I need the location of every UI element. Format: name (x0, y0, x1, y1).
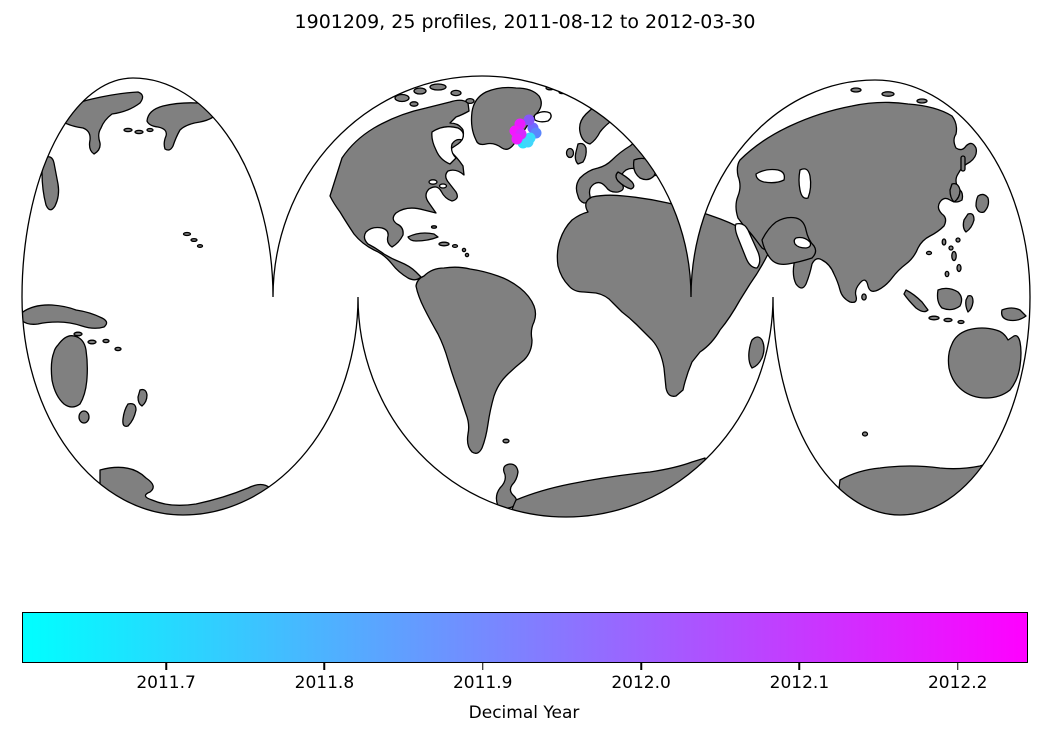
colorbar-tick: 2012.2 (928, 662, 987, 693)
land-tasmania (78, 410, 90, 424)
colorbar-tick: 2011.9 (453, 662, 512, 693)
tick-mark (481, 662, 484, 670)
profile-cluster (509, 114, 542, 149)
land-british-isles (565, 142, 587, 165)
tick-label: 2012.2 (927, 673, 988, 693)
land-sri-lanka (861, 293, 867, 301)
black-sea (755, 168, 786, 184)
tick-mark (798, 662, 801, 670)
tick-label: 2011.9 (452, 673, 513, 693)
land-australia (947, 327, 1022, 399)
colorbar-gradient (22, 612, 1028, 663)
tick-label: 2011.7 (136, 673, 196, 693)
melanesia-islands (73, 331, 122, 352)
tick-label: 2012.0 (611, 673, 671, 693)
colorbar-axis-label: Decimal Year (468, 703, 580, 723)
persian-gulf (793, 236, 812, 249)
land-italy (615, 171, 635, 190)
great-lakes (428, 179, 448, 189)
arctic-islands-right (850, 87, 928, 104)
colorbar-ticks: 2011.7 2011.8 2011.9 2012.0 2012.1 2012.2 (22, 662, 1029, 702)
red-sea (734, 222, 761, 269)
land-iceland (533, 111, 552, 123)
caribbean-islands (407, 225, 470, 258)
land-arabia (761, 216, 817, 266)
figure-title: 1901209, 25 profiles, 2011-08-12 to 2012… (294, 11, 756, 33)
falkland-islands (502, 438, 510, 444)
aleutian-islands (123, 127, 154, 135)
canadian-arctic-islands (394, 83, 475, 107)
map-boundary (21, 75, 1031, 518)
land-madagascar (748, 336, 765, 369)
hawaii-islands (182, 231, 204, 248)
land-antarctica-right (831, 459, 999, 517)
land-antarctica-middle (495, 457, 706, 517)
caspian-sea (798, 168, 812, 199)
tick-label: 2011.8 (294, 673, 355, 693)
land-south-america (415, 266, 537, 454)
world-map (21, 75, 1031, 518)
tick-mark (956, 662, 959, 670)
colorbar-tick: 2012.0 (611, 662, 671, 693)
land-australia-east (50, 335, 88, 408)
land-new-guinea-east (22, 304, 108, 329)
profile-point (522, 136, 534, 148)
land-alaska (146, 102, 219, 151)
land-asia (735, 101, 978, 304)
tick-label: 2012.1 (769, 673, 830, 693)
kerguelen-island (861, 431, 869, 437)
profile-point (511, 133, 523, 145)
land-siberia (59, 91, 144, 155)
southeast-asia-islands (903, 238, 1027, 325)
colorbar-tick: 2012.1 (770, 662, 829, 693)
tick-mark (323, 662, 326, 670)
tick-mark (165, 662, 167, 670)
land-antarctica-left (99, 466, 275, 517)
tick-mark (640, 662, 642, 670)
colorbar-tick: 2011.8 (295, 662, 354, 693)
profile-point (523, 114, 535, 126)
land-japan-korea (948, 155, 990, 251)
land-new-zealand (122, 388, 148, 427)
colorbar-tick: 2011.7 (136, 662, 196, 693)
hudson-bay (431, 126, 464, 165)
land-greenland (470, 86, 542, 150)
